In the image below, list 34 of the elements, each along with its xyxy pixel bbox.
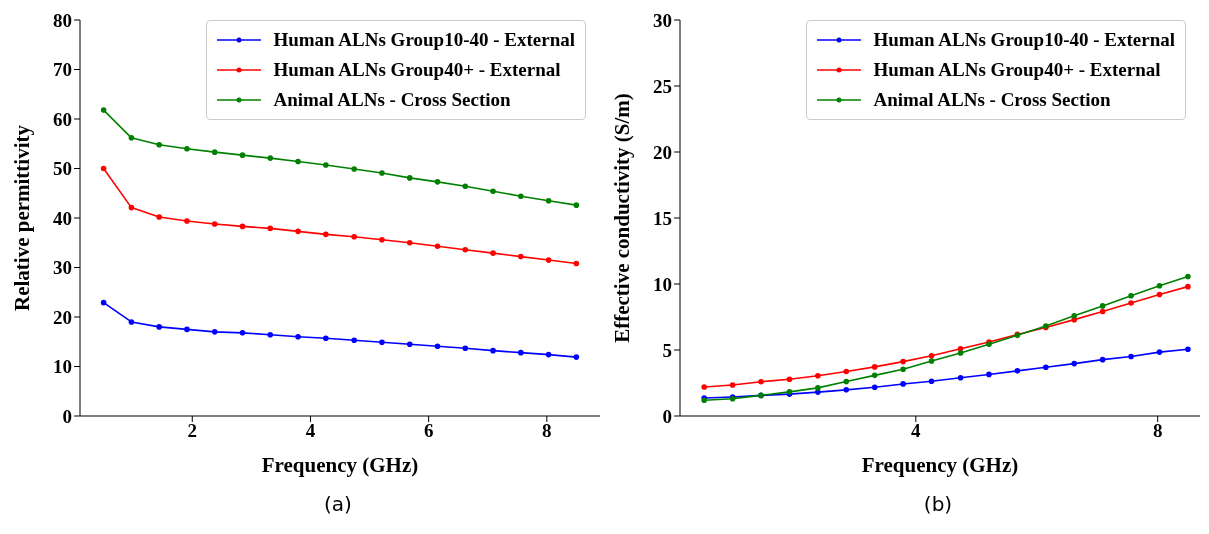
x-axis-title: Frequency (GHz) xyxy=(261,453,419,477)
y-tick-label: 15 xyxy=(653,207,672,229)
y-tick-label: 0 xyxy=(662,405,672,427)
y-tick-label: 20 xyxy=(653,141,672,163)
legend-label: Animal ALNs - Cross Section xyxy=(273,88,511,112)
y-tick-label: 10 xyxy=(53,356,72,378)
x-tick-label: 4 xyxy=(911,420,922,442)
y-tick-label: 30 xyxy=(53,257,72,279)
y-tick-label: 50 xyxy=(53,158,72,180)
legend-label: Animal ALNs - Cross Section xyxy=(873,88,1111,112)
x-tick-label: 8 xyxy=(542,420,552,442)
y-tick-label: 60 xyxy=(53,108,72,130)
x-tick-label: 2 xyxy=(187,420,198,442)
y-tick-label: 0 xyxy=(62,405,72,427)
x-tick-label: 4 xyxy=(305,420,316,442)
y-tick-label: 5 xyxy=(662,339,672,361)
y-tick-label: 80 xyxy=(53,9,72,31)
legend-label: Human ALNs Group10-40 - External xyxy=(873,28,1175,52)
y-tick-label: 25 xyxy=(653,75,672,97)
text: (a) xyxy=(323,492,353,516)
x-tick-label: 8 xyxy=(1152,420,1163,442)
y-axis-title: Effective conductivity (S/m) xyxy=(610,93,635,343)
legend-label: Human ALNs Group40+ - External xyxy=(873,58,1161,82)
x-axis-title: Frequency (GHz) xyxy=(861,453,1019,477)
y-tick-label: 30 xyxy=(653,9,672,31)
legend-label: Human ALNs Group40+ - External xyxy=(273,58,561,82)
y-tick-label: 70 xyxy=(53,59,72,81)
y-axis-title: Relative permittivity xyxy=(10,124,35,312)
text: (b) xyxy=(922,492,954,516)
y-tick-label: 40 xyxy=(53,207,72,229)
y-tick-label: 20 xyxy=(53,306,72,328)
legend-label: Human ALNs Group10-40 - External xyxy=(273,28,575,52)
y-tick-label: 10 xyxy=(653,273,672,295)
x-tick-label: 6 xyxy=(423,420,434,442)
